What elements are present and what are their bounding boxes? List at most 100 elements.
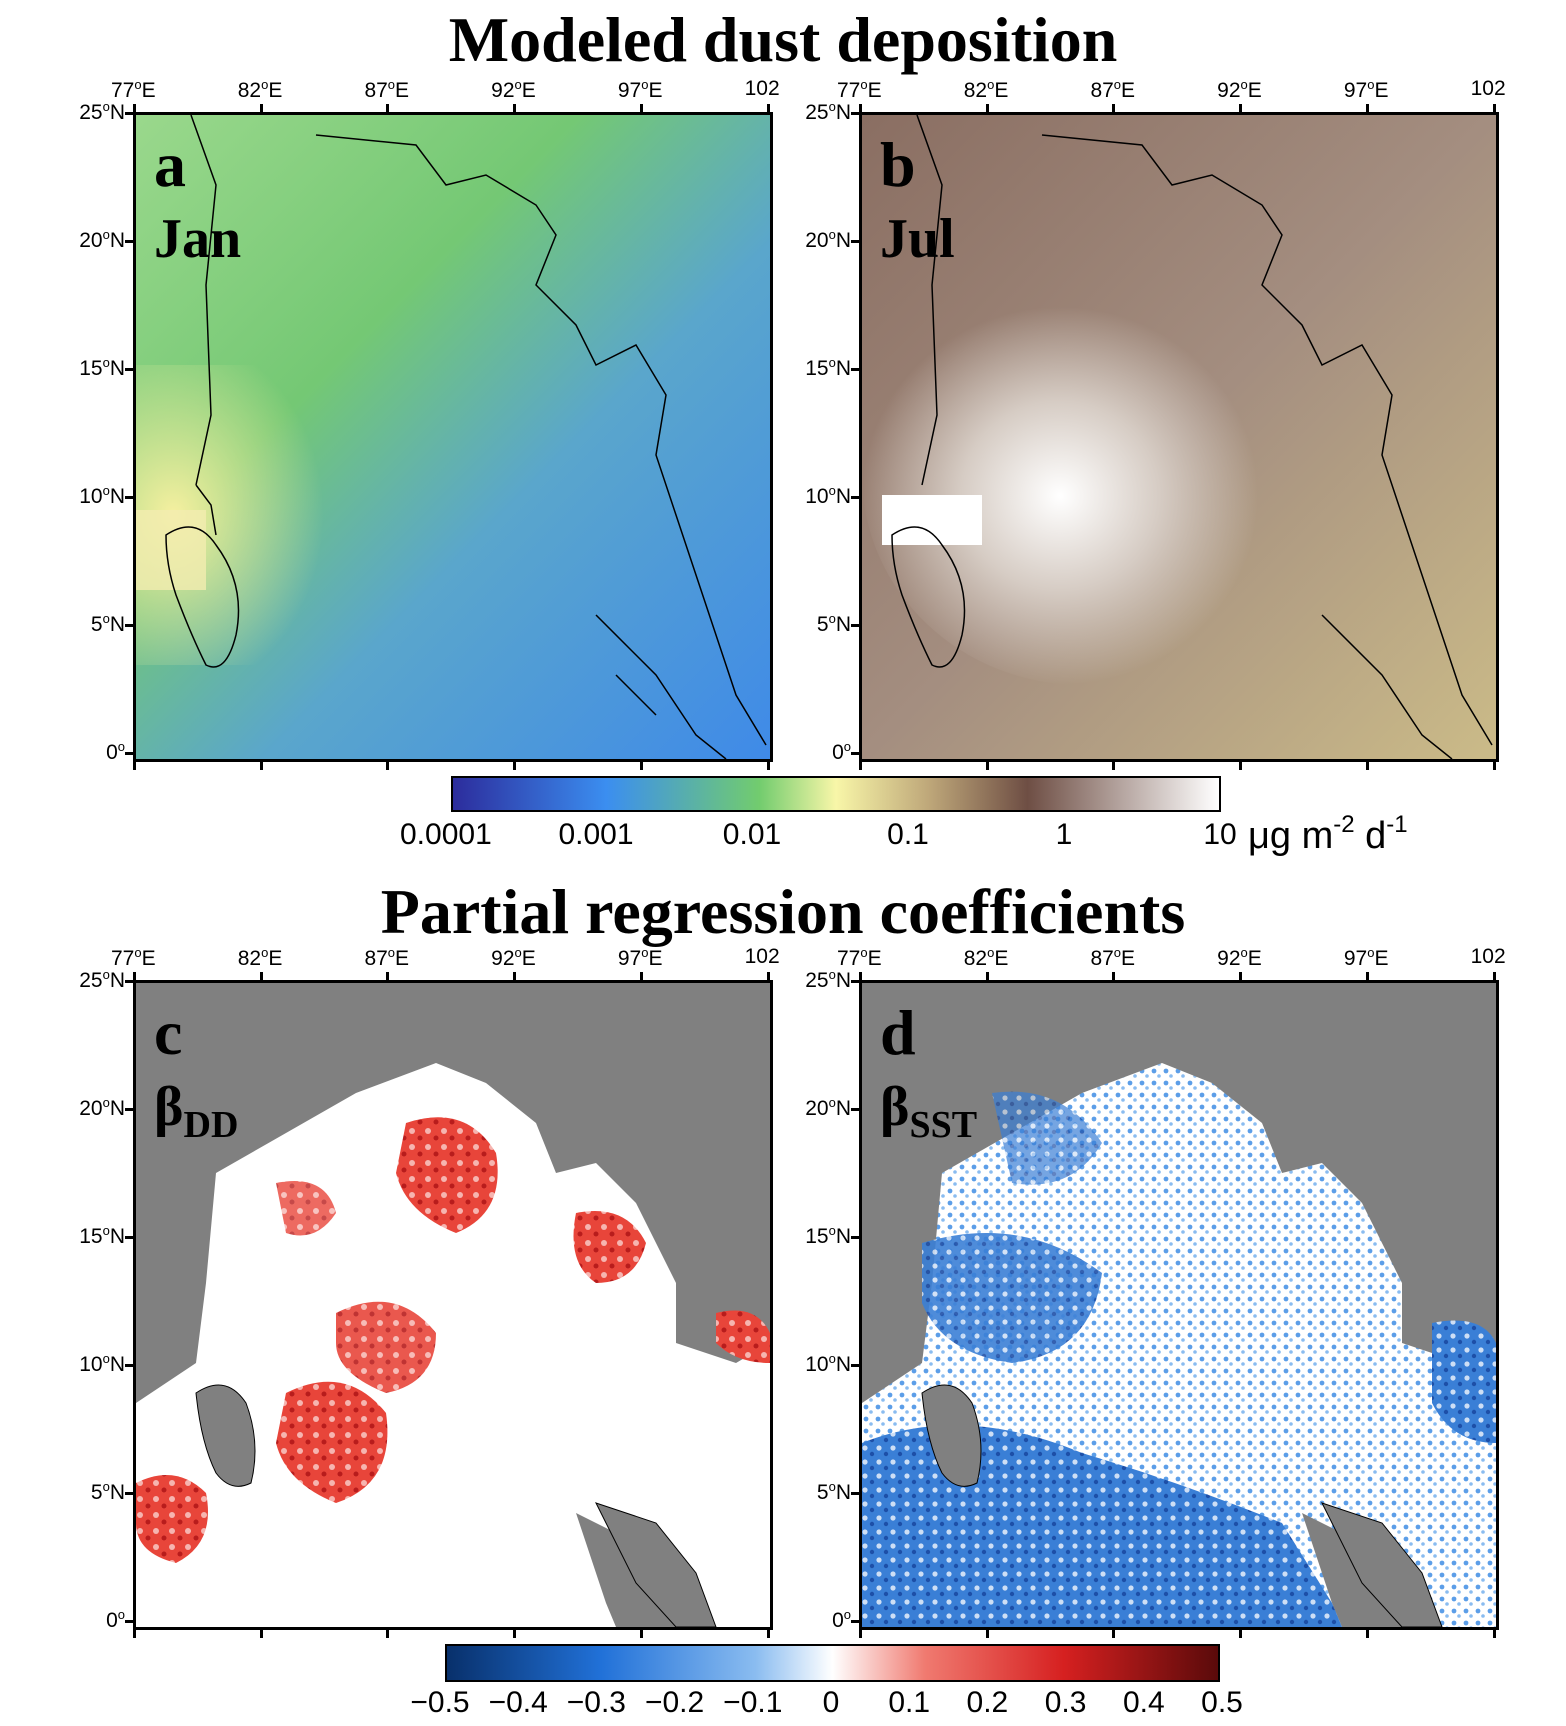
lon-tick-label: 87oE [1090, 77, 1136, 102]
lon-tick-mark [1492, 104, 1496, 112]
lat-tick-mark [125, 496, 133, 500]
lon-tick-label: 102 [1470, 77, 1506, 100]
lon-tick-mark-bottom [1492, 762, 1496, 770]
lat-tick-label: 10oN [79, 483, 125, 509]
lat-tick-mark [125, 1236, 133, 1240]
lon-tick-mark-bottom [133, 762, 136, 770]
panel-a-letter: a [154, 129, 186, 200]
lon-tick-label: 92oE [1217, 945, 1262, 970]
lat-tick-label: 20oN [79, 1095, 125, 1121]
colorbar-coefficients-tick-label: −0.2 [644, 1686, 705, 1719]
colorbar-coefficients [445, 1644, 1220, 1682]
lon-tick-mark-bottom [859, 762, 862, 770]
lon-tick-label: 77oE [837, 945, 882, 970]
lon-tick-label: 87oE [1090, 945, 1136, 970]
panel-b-label: Jul [880, 208, 955, 270]
lon-tick-mark-bottom [1365, 762, 1369, 770]
lon-tick-mark [1365, 972, 1369, 980]
lat-tick-mark [851, 624, 859, 628]
lon-tick-mark [859, 104, 862, 112]
lon-tick-label: 87oE [364, 945, 410, 970]
colorbar-coefficients-tick-label: −0.5 [410, 1686, 470, 1719]
panel-c-red-cluster [396, 1117, 498, 1233]
panel-b-letter: b [880, 129, 916, 200]
lat-tick-label: 10oN [805, 483, 851, 509]
lon-tick-mark-bottom [639, 1630, 643, 1638]
lat-tick-label: 5oN [816, 611, 851, 637]
colorbar-dust-tick-label: 0.01 [722, 818, 782, 851]
colorbar-coefficients-tick-label: 0.2 [966, 1686, 1009, 1719]
lat-tick-mark [125, 1364, 133, 1368]
lon-tick-label: 92oE [491, 77, 536, 102]
colorbar-dust-unit: μg m-2 d-1 [1248, 811, 1408, 857]
lon-tick-mark [985, 972, 989, 980]
lon-tick-label: 97oE [1343, 77, 1389, 102]
lon-tick-mark-bottom [1492, 1630, 1496, 1638]
lat-tick-mark [851, 112, 859, 115]
lon-tick-mark-bottom [766, 762, 770, 770]
lon-tick-mark [766, 972, 770, 980]
colorbar-coefficients-tick-label: 0.4 [1122, 1686, 1165, 1719]
lat-tick-label: 20oN [805, 227, 851, 253]
lon-tick-mark-bottom [386, 1630, 390, 1638]
lat-tick-mark [851, 1364, 859, 1368]
lon-tick-mark-bottom [1365, 1630, 1369, 1638]
panel-b-coastline [916, 115, 1493, 746]
colorbar-coefficients-tick-label: −0.3 [566, 1686, 626, 1719]
lat-tick-mark [125, 368, 133, 372]
lon-tick-mark [766, 104, 770, 112]
lon-tick-label: 77oE [111, 77, 156, 102]
lon-tick-label: 97oE [1343, 945, 1389, 970]
lon-tick-label: 77oE [111, 945, 156, 970]
lon-tick-label: 82oE [963, 77, 1009, 102]
lon-tick-mark [259, 104, 263, 112]
lon-tick-label: 97oE [617, 945, 663, 970]
lon-tick-mark-bottom [259, 762, 263, 770]
lon-tick-mark [1112, 972, 1116, 980]
panel-c-label: βDD [154, 1076, 239, 1146]
lon-tick-mark [1112, 104, 1116, 112]
panel-a-label: Jan [154, 208, 242, 270]
lon-tick-mark [513, 104, 517, 112]
lon-tick-mark-bottom [1239, 762, 1243, 770]
lat-tick-label: 15oN [805, 355, 851, 381]
panel-a-map: a Jan [133, 112, 773, 762]
lat-tick-mark [125, 240, 133, 244]
lon-tick-mark [133, 104, 136, 112]
lat-tick-mark [851, 1236, 859, 1240]
lat-tick-label: 0o [106, 1607, 125, 1633]
lat-tick-mark [125, 1108, 133, 1112]
lon-tick-mark-bottom [386, 762, 390, 770]
lon-tick-mark-bottom [259, 1630, 263, 1638]
lon-tick-mark [133, 972, 136, 980]
lat-tick-label: 25oN [805, 99, 851, 124]
lat-tick-label: 15oN [805, 1223, 851, 1249]
panel-d-letter: d [880, 997, 916, 1068]
lat-tick-mark [125, 624, 133, 628]
lat-tick-label: 5oN [816, 1479, 851, 1505]
lat-tick-label: 0o [832, 1607, 851, 1633]
lat-tick-mark [125, 752, 133, 756]
panel-c-beta-dd-field [136, 983, 770, 1627]
lat-tick-mark [851, 496, 859, 500]
lat-tick-mark [851, 1108, 859, 1112]
lat-tick-label: 15oN [79, 1223, 125, 1249]
panel-d-label: βSST [880, 1076, 978, 1146]
lon-tick-label: 92oE [491, 945, 536, 970]
lon-tick-mark-bottom [133, 1630, 136, 1638]
lon-tick-mark-bottom [859, 1630, 862, 1638]
colorbar-dust-tick-label: 0.0001 [400, 818, 492, 851]
panel-a-dust-field [136, 115, 770, 759]
lon-tick-mark [859, 972, 862, 980]
lon-tick-mark [639, 972, 643, 980]
lat-tick-label: 20oN [79, 227, 125, 253]
lat-tick-mark [851, 240, 859, 244]
lon-tick-mark [513, 972, 517, 980]
lon-tick-mark [386, 972, 390, 980]
panel-d-map: d βSST [859, 980, 1499, 1630]
lon-tick-mark-bottom [513, 762, 517, 770]
colorbar-coefficients-tick-label: 0 [822, 1686, 840, 1719]
lon-tick-mark-bottom [985, 762, 989, 770]
lon-tick-mark [386, 104, 390, 112]
lat-tick-mark [851, 1620, 859, 1624]
